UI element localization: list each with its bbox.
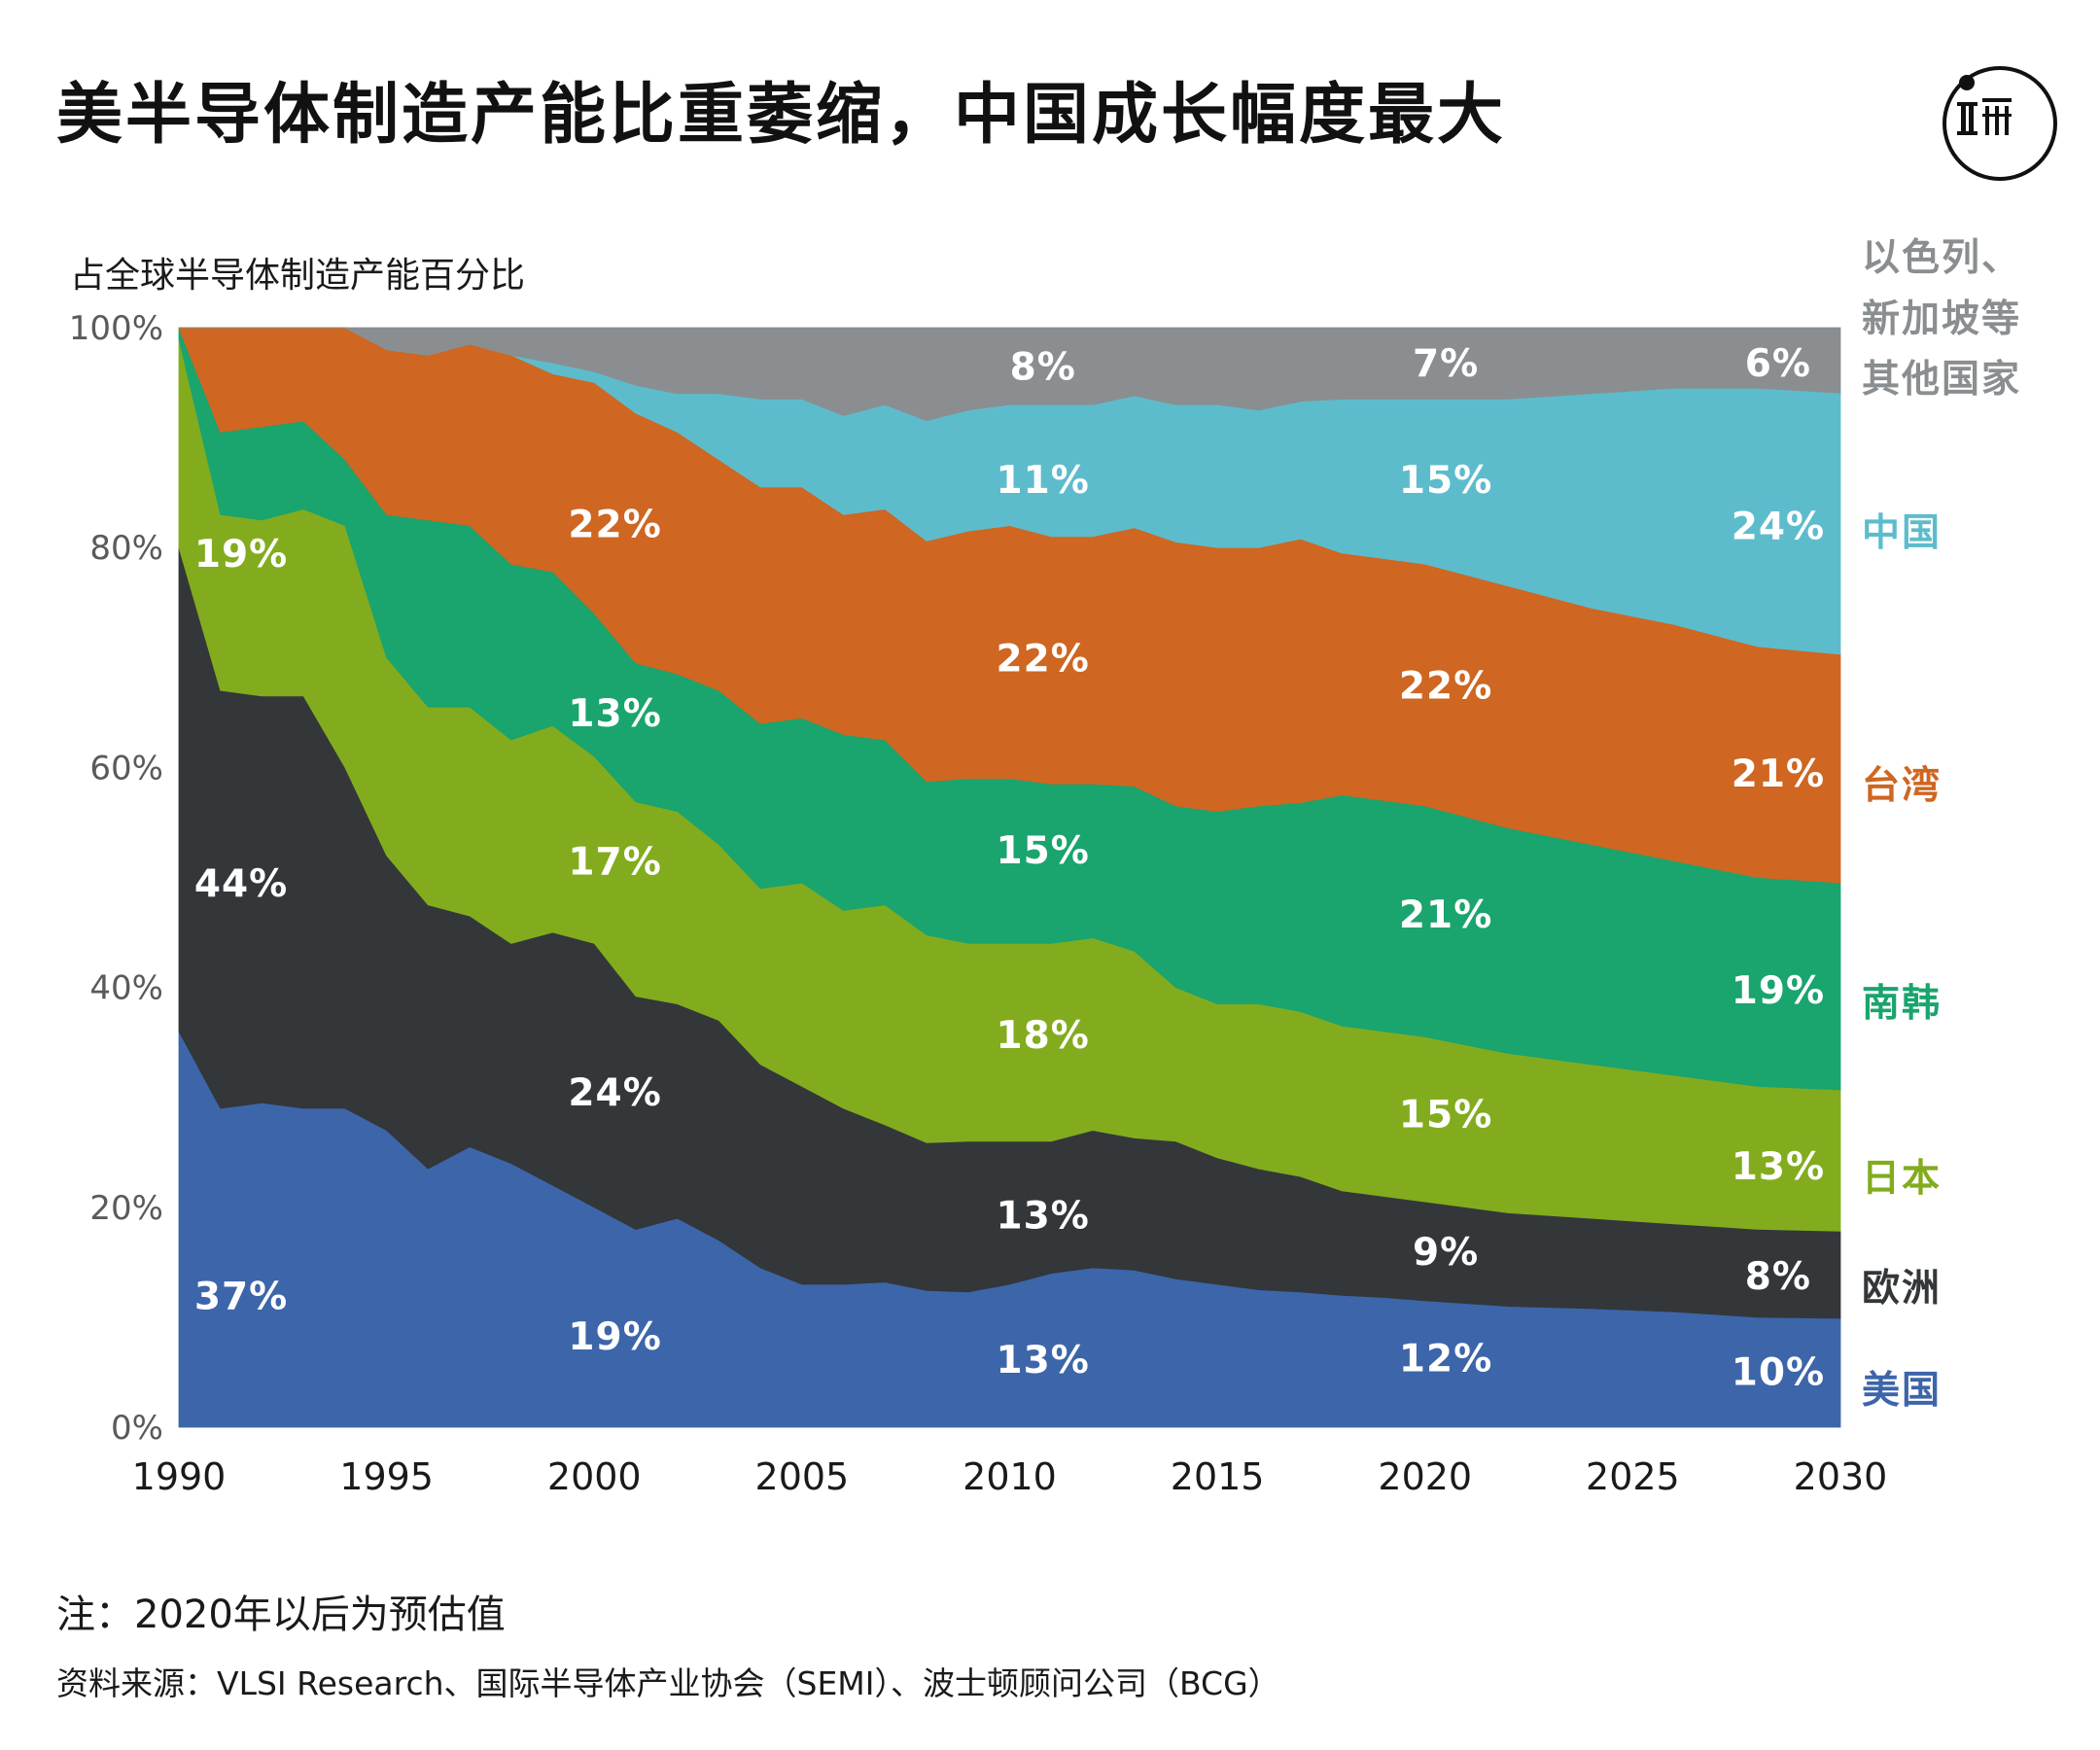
data-label: 22% [1399,665,1492,709]
x-tick-label: 1990 [132,1455,227,1498]
data-label: 6% [1745,342,1811,386]
y-tick-label: 20% [89,1189,163,1228]
x-tick-label: 1995 [339,1455,434,1498]
data-label: 13% [997,1339,1090,1382]
data-label: 21% [1399,893,1492,937]
data-label: 13% [1732,1145,1825,1189]
data-label: 37% [194,1275,288,1318]
y-tick-label: 60% [89,749,163,788]
data-label: 24% [568,1071,661,1115]
y-tick-label: 80% [89,529,163,568]
legend-label: 美国 [1862,1369,1942,1413]
data-label: 12% [1399,1338,1492,1382]
data-label: 11% [997,459,1090,503]
initium-logo-icon [1940,63,2061,189]
data-label: 15% [1399,459,1492,503]
footnote: 注：2020年以后为预估值 [56,1592,506,1637]
data-label: 18% [997,1014,1090,1058]
legend-label: 新加坡等 [1862,298,2021,341]
x-axis-ticks: 1990 1995 2000 2005 2010 2015 2020 2025 2030 [132,1455,1888,1498]
data-label: 15% [997,829,1090,873]
legend-label: 中国 [1862,511,1942,555]
data-label: 19% [194,533,288,577]
y-tick-label: 40% [89,969,163,1008]
x-tick-label: 2030 [1794,1455,1888,1498]
data-label: 24% [1732,506,1825,549]
area-value-labels: 37% 19% 13% 12% 10% 44% 24% 13% 9% 8% 17% 18% 15% 13%… [194,342,1825,1394]
y-axis-ticks: 0% 20% 40% 60% 80% 100% [69,309,163,1448]
data-label: 21% [1732,752,1825,796]
data-label: 10% [1732,1350,1825,1394]
data-label: 7% [1413,342,1479,386]
x-tick-label: 2005 [755,1455,850,1498]
y-tick-label: 0% [111,1409,163,1448]
data-label: 22% [568,503,661,546]
data-label: 19% [568,1315,661,1359]
x-tick-label: 2025 [1586,1455,1680,1498]
y-tick-label: 100% [69,309,163,348]
data-label: 22% [997,637,1090,681]
source-note: 资料来源：VLSI Research、国际半导体产业协会（SEMI）、波士顿顾问… [56,1664,1280,1702]
legend-label: 其他国家 [1862,358,2021,402]
legend-label: 欧洲 [1862,1267,1942,1311]
data-label: 13% [568,692,661,736]
x-tick-label: 2000 [547,1455,642,1498]
y-axis-title: 占全球半导体制造产能百分比 [70,256,525,296]
x-tick-label: 2010 [962,1455,1057,1498]
x-tick-label: 2015 [1171,1455,1265,1498]
data-label: 44% [194,862,288,906]
data-label: 8% [1745,1255,1811,1299]
legend-label: 台湾 [1862,764,1942,808]
data-label: 19% [1732,969,1825,1013]
logo-svg [1942,66,2057,181]
data-label: 17% [568,841,661,885]
area-7 [179,327,1841,422]
data-label: 8% [1010,346,1076,390]
legend-label: 南韩 [1862,982,1942,1026]
x-tick-label: 2020 [1378,1455,1472,1498]
data-label: 9% [1413,1231,1479,1275]
legend-label: 日本 [1862,1157,1942,1201]
area-layers [178,327,1841,1428]
legend-label: 以色列、 [1862,236,2021,280]
data-label: 15% [1399,1094,1492,1138]
data-label: 13% [997,1195,1090,1239]
chart-title: 美半导体制造产能比重萎缩，中国成长幅度最大 [56,77,1507,154]
